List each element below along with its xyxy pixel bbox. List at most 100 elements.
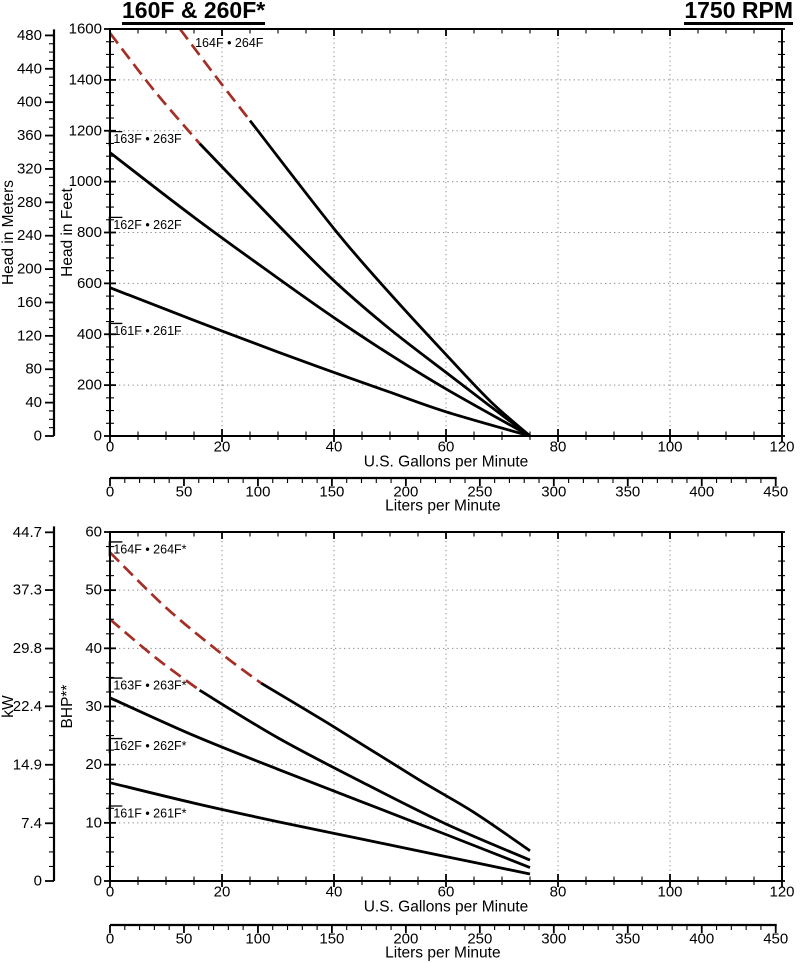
svg-text:450: 450	[763, 930, 788, 947]
svg-text:29.8: 29.8	[13, 640, 42, 657]
svg-text:U.S. Gallons per Minute: U.S. Gallons per Minute	[364, 898, 529, 915]
svg-text:120: 120	[17, 327, 42, 344]
head-capacity-chart: 0 20 40 60 80 100 120 U.S. Gallons per Minute 0 2…	[0, 21, 795, 515]
svg-text:0: 0	[106, 883, 114, 900]
liters-axis: 0 50 100 150 200 250 300 350 400 450 Liters per Mi…	[106, 923, 788, 961]
svg-text:100: 100	[245, 483, 270, 500]
svg-text:300: 300	[541, 930, 566, 947]
curve-label-161F-261F: 161F • 261F	[108, 322, 182, 338]
curve-164F-264F-	[109, 551, 531, 852]
svg-text:162F • 262F: 162F • 262F	[113, 218, 182, 232]
svg-text:7.4: 7.4	[21, 815, 42, 832]
svg-text:400: 400	[17, 94, 42, 111]
svg-text:400: 400	[77, 326, 102, 343]
svg-text:300: 300	[541, 483, 566, 500]
grid	[110, 532, 782, 881]
svg-text:44.7: 44.7	[13, 524, 42, 541]
svg-text:U.S. Gallons per Minute: U.S. Gallons per Minute	[364, 453, 529, 470]
svg-text:164F • 264F: 164F • 264F	[195, 36, 264, 50]
svg-text:150: 150	[319, 483, 344, 500]
svg-text:50: 50	[176, 483, 193, 500]
curve-163F-263F	[108, 32, 531, 438]
svg-text:22.4: 22.4	[13, 698, 42, 715]
svg-text:400: 400	[689, 930, 714, 947]
svg-text:240: 240	[17, 227, 42, 244]
svg-text:163F • 263F*: 163F • 263F*	[113, 679, 186, 693]
liters-axis: 0 50 100 150 200 250 300 350 400 450 Liters per Mi…	[106, 476, 788, 514]
svg-text:164F • 264F*: 164F • 264F*	[113, 542, 186, 556]
svg-text:1400: 1400	[69, 71, 102, 88]
svg-text:Head in Feet: Head in Feet	[59, 187, 76, 276]
svg-text:350: 350	[615, 930, 640, 947]
svg-text:360: 360	[17, 127, 42, 144]
x-axis-labels: 0 20 40 60 80 100 120 U.S. Gallons per Minute	[106, 438, 795, 470]
curve-label-164F-264F: 164F • 264F	[195, 36, 264, 50]
svg-text:120: 120	[769, 883, 794, 900]
svg-text:200: 200	[393, 483, 418, 500]
svg-text:200: 200	[393, 930, 418, 947]
svg-text:BHP**: BHP**	[59, 685, 76, 729]
curve-162F-262F	[109, 151, 531, 438]
svg-text:320: 320	[17, 160, 42, 177]
axis-ticks	[104, 28, 785, 442]
plot-border	[109, 531, 783, 882]
svg-text:0: 0	[94, 428, 102, 445]
svg-text:Liters per Minute: Liters per Minute	[385, 944, 500, 961]
svg-text:450: 450	[763, 483, 788, 500]
svg-text:600: 600	[77, 275, 102, 292]
svg-text:Liters per Minute: Liters per Minute	[385, 497, 500, 514]
svg-text:50: 50	[176, 930, 193, 947]
svg-text:Head in Meters: Head in Meters	[0, 180, 17, 285]
grid	[110, 29, 782, 436]
curve-161F-261F	[109, 286, 531, 438]
svg-text:60: 60	[438, 438, 455, 455]
svg-text:1000: 1000	[69, 173, 102, 190]
curve-label-162F-262F: 162F • 262F	[108, 216, 182, 232]
svg-text:50: 50	[85, 582, 102, 599]
x-axis-labels: 0 20 40 60 80 100 120 U.S. Gallons per Minute	[106, 883, 795, 915]
svg-text:100: 100	[245, 930, 270, 947]
svg-text:80: 80	[550, 883, 567, 900]
svg-text:150: 150	[319, 930, 344, 947]
svg-text:1600: 1600	[69, 21, 102, 38]
svg-text:0: 0	[34, 428, 42, 445]
svg-text:20: 20	[85, 756, 102, 773]
curve-label-163F-263F: 163F • 263F	[108, 130, 182, 146]
curve-162F-262F-	[109, 696, 531, 869]
svg-text:800: 800	[77, 224, 102, 241]
svg-text:0: 0	[106, 438, 114, 455]
page-title-models: 160F & 260F*	[122, 0, 266, 25]
svg-text:163F • 263F: 163F • 263F	[113, 132, 182, 146]
svg-text:0: 0	[106, 930, 114, 947]
svg-text:0: 0	[34, 873, 42, 890]
svg-text:1200: 1200	[69, 122, 102, 139]
curve-163F-263F-	[109, 618, 531, 862]
svg-text:60: 60	[85, 524, 102, 541]
svg-text:30: 30	[85, 698, 102, 715]
svg-text:200: 200	[77, 377, 102, 394]
svg-text:10: 10	[85, 814, 102, 831]
svg-text:100: 100	[657, 883, 682, 900]
curve-164F-264F	[178, 28, 531, 438]
svg-text:120: 120	[769, 438, 794, 455]
svg-text:480: 480	[17, 27, 42, 44]
svg-text:161F • 261F: 161F • 261F	[113, 324, 182, 338]
svg-text:20: 20	[214, 438, 231, 455]
svg-text:0: 0	[106, 483, 114, 500]
axis-ticks	[104, 531, 785, 887]
svg-text:80: 80	[550, 438, 567, 455]
svg-text:37.3: 37.3	[13, 582, 42, 599]
curve-label-162F-262F-: 162F • 262F*	[108, 737, 187, 753]
svg-text:440: 440	[17, 60, 42, 77]
svg-text:40: 40	[326, 438, 343, 455]
svg-text:250: 250	[467, 930, 492, 947]
y-axis-labels: 0 10 20 30 40 50 60 BHP**	[59, 524, 102, 890]
svg-text:280: 280	[17, 194, 42, 211]
y-axis-labels: 0 200 400 600 800 1000 1200 1400 1600 Head in Fee…	[59, 21, 102, 445]
secondary-y-axis: 0 7.4 14.9 22.4 29.8 37.3 44.7 kW	[0, 524, 56, 890]
page-title-rpm: 1750 RPM	[684, 0, 793, 25]
svg-text:14.9: 14.9	[13, 756, 42, 773]
svg-text:20: 20	[214, 883, 231, 900]
